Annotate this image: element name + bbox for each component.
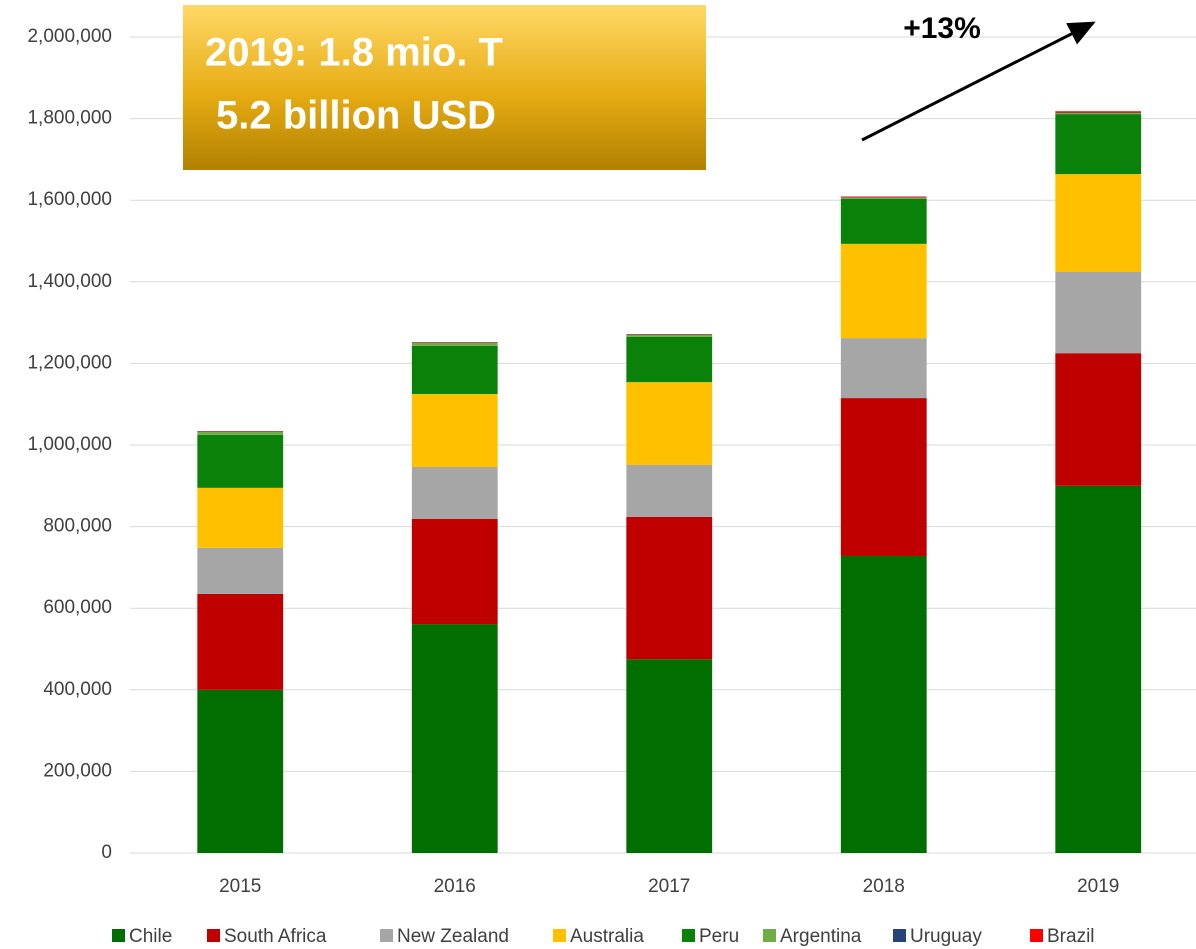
bar-segment [197, 547, 284, 594]
x-tick-label: 2019 [1077, 876, 1119, 897]
bar-segment [626, 516, 713, 660]
bar-segment [1055, 111, 1142, 113]
annotation: 5.2 billion USD [216, 94, 496, 138]
legend-label: Peru [699, 926, 739, 947]
legend-swatch [553, 929, 566, 942]
y-tick-label: 2,000,000 [27, 26, 112, 47]
bar-segment [1055, 174, 1142, 273]
annotation: +13% [903, 12, 981, 45]
x-tick-label: 2017 [648, 876, 690, 897]
y-tick-label: 800,000 [43, 516, 112, 537]
bar-segment [840, 243, 927, 339]
bar-segment [626, 336, 713, 383]
bar-segment [626, 334, 713, 337]
y-tick-label: 400,000 [43, 679, 112, 700]
bar-segment [411, 624, 498, 853]
y-tick-label: 1,400,000 [27, 271, 112, 292]
legend-swatch [893, 929, 906, 942]
y-tick-label: 0 [101, 842, 112, 863]
annotation: 2019: 1.8 mio. T [205, 31, 503, 75]
legend-label: Chile [129, 926, 172, 947]
y-tick-label: 200,000 [43, 760, 112, 781]
legend-label: Uruguay [910, 926, 982, 947]
x-tick-label: 2015 [219, 876, 261, 897]
bar-segment [626, 464, 713, 517]
bar-segment [840, 338, 927, 399]
bar-segment [1055, 112, 1142, 115]
bar-segment [626, 659, 713, 853]
legend-swatch [682, 929, 695, 942]
bar-segment [197, 689, 284, 853]
bar-segment [197, 434, 284, 488]
y-tick-label: 1,800,000 [27, 108, 112, 129]
y-tick-label: 1,000,000 [27, 434, 112, 455]
x-tick-label: 2016 [434, 876, 476, 897]
legend-swatch [112, 929, 125, 942]
y-tick-label: 1,600,000 [27, 189, 112, 210]
bar-segment [1055, 114, 1142, 175]
bar-segment [411, 394, 498, 468]
bars [197, 111, 1142, 853]
bar-segment [626, 382, 713, 465]
y-tick-label: 1,200,000 [27, 352, 112, 373]
bar-segment [411, 467, 498, 519]
bar-segment [840, 398, 927, 556]
legend-swatch [207, 929, 220, 942]
bar-segment [1055, 272, 1142, 354]
legend-label: Argentina [780, 926, 862, 947]
bar-segment [1055, 353, 1142, 486]
bar-segment [197, 431, 284, 435]
bar-segment [411, 345, 498, 394]
trend-arrow [861, 21, 1096, 142]
bar-segment [197, 487, 284, 548]
bar-segment [1055, 485, 1142, 853]
legend-label: New Zealand [397, 926, 509, 947]
bar-segment [411, 518, 498, 625]
y-tick-label: 600,000 [43, 597, 112, 618]
legend-label: South Africa [224, 926, 327, 947]
bar-segment [840, 197, 927, 199]
legend-label: Australia [570, 926, 644, 947]
legend-swatch [763, 929, 776, 942]
bar-segment [840, 196, 927, 198]
legend-label: Brazil [1047, 926, 1095, 947]
bar-segment [197, 593, 284, 690]
x-tick-label: 2018 [863, 876, 905, 897]
legend-swatch [380, 929, 393, 942]
legend-swatch [1030, 929, 1043, 942]
bar-segment [840, 555, 927, 853]
annotation-box [183, 5, 706, 170]
bar-segment [411, 343, 498, 346]
bar-segment [840, 198, 927, 244]
